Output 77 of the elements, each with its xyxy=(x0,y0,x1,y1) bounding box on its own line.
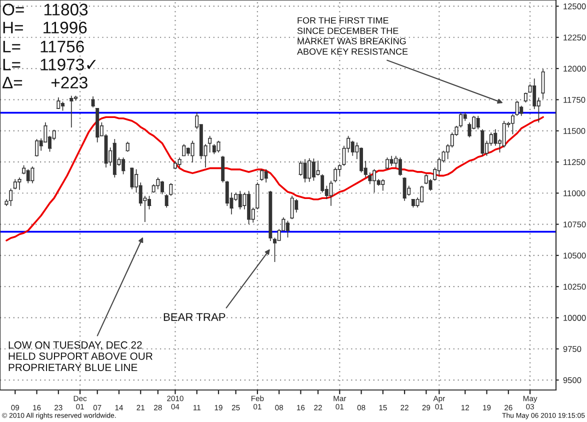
annotation: L= 11756 xyxy=(3,40,84,52)
candlestick xyxy=(90,96,96,108)
candlestick xyxy=(207,135,212,153)
candlestick xyxy=(172,160,178,170)
candlestick xyxy=(238,190,243,210)
candlestick xyxy=(398,157,403,176)
candlestick xyxy=(540,68,546,100)
y-tick-label: 10000 xyxy=(564,314,586,321)
annotation: H= 11996 xyxy=(3,22,87,34)
candlestick xyxy=(94,108,100,143)
candlestick xyxy=(8,188,14,206)
candlestick xyxy=(514,100,520,116)
candlestick xyxy=(177,157,182,168)
y-tick-label: 10750 xyxy=(564,221,586,228)
candlestick xyxy=(30,166,35,184)
candlestick xyxy=(328,180,334,206)
line-series xyxy=(6,116,544,242)
y-tick-label: 9500 xyxy=(563,377,582,384)
candlestick xyxy=(168,182,174,196)
candlestick xyxy=(259,168,264,182)
candlestick xyxy=(311,158,316,182)
candlestick xyxy=(476,115,480,130)
y-tick-label: 9750 xyxy=(563,346,582,352)
annotation: O= 11803 xyxy=(2,4,88,16)
y-tick-label: 12250 xyxy=(564,34,586,40)
candlestick xyxy=(380,178,386,192)
y-tick-label: 11000 xyxy=(564,190,586,196)
candlestick xyxy=(402,177,407,202)
candlestick xyxy=(125,141,130,152)
candlestick xyxy=(69,95,74,128)
candlestick xyxy=(480,128,485,156)
candlestick xyxy=(182,144,186,156)
candlestick xyxy=(332,167,338,183)
annotation: BEAR TRAP xyxy=(164,313,226,321)
y-tick-label: 12000 xyxy=(564,66,586,72)
y-tick-label: 11750 xyxy=(564,96,586,103)
candlestick xyxy=(112,138,118,178)
candlestick xyxy=(519,105,524,116)
y-tick-label: 11500 xyxy=(564,128,586,134)
candlestick xyxy=(56,96,61,110)
candlestick xyxy=(12,178,18,190)
candlestick xyxy=(255,182,260,210)
candlestick xyxy=(372,168,377,193)
candlestick xyxy=(34,138,40,157)
y-tick-label: 12500 xyxy=(564,3,586,10)
candlestick xyxy=(410,198,416,208)
candlestick xyxy=(307,158,312,182)
candlestick xyxy=(246,190,252,225)
candlestick xyxy=(268,190,273,242)
candlestick xyxy=(389,155,394,166)
candlestick xyxy=(220,155,226,183)
annotation: L= 11973✓ xyxy=(3,58,96,70)
candlestick xyxy=(120,157,126,175)
annotation: LOW ON TUESDAY, DEC 22 HELD SUPPORT ABOVE OUR PROPRIETARY BLUE LINE xyxy=(8,341,152,372)
candlestick xyxy=(458,112,464,128)
candlestick xyxy=(350,140,356,156)
candlestick xyxy=(285,220,290,238)
candlestick xyxy=(4,198,9,206)
y-tick-label: 11250 xyxy=(564,159,586,166)
annotation: FOR THE FIRST TIME SINCE DECEMBER THE MARKET WAS BREAKING ABOVE KEY RESISTANCE xyxy=(297,17,408,55)
y-tick-label: 10500 xyxy=(564,252,586,259)
candlestick xyxy=(290,195,294,220)
candlestick xyxy=(26,168,30,184)
candlestick xyxy=(60,101,66,112)
candlestick xyxy=(190,140,195,163)
y-tick-label: 10250 xyxy=(564,284,586,290)
candlestick xyxy=(510,114,516,135)
candlestick xyxy=(130,167,134,190)
candlestick xyxy=(160,180,165,195)
candlestick xyxy=(17,177,22,190)
candlestick xyxy=(384,157,390,170)
annotation: Δ= +223 xyxy=(2,76,88,88)
candlestick xyxy=(216,140,221,153)
candlestick xyxy=(264,168,268,183)
candlestick xyxy=(523,92,528,103)
candlestick xyxy=(164,194,169,208)
candlestick xyxy=(302,158,308,183)
